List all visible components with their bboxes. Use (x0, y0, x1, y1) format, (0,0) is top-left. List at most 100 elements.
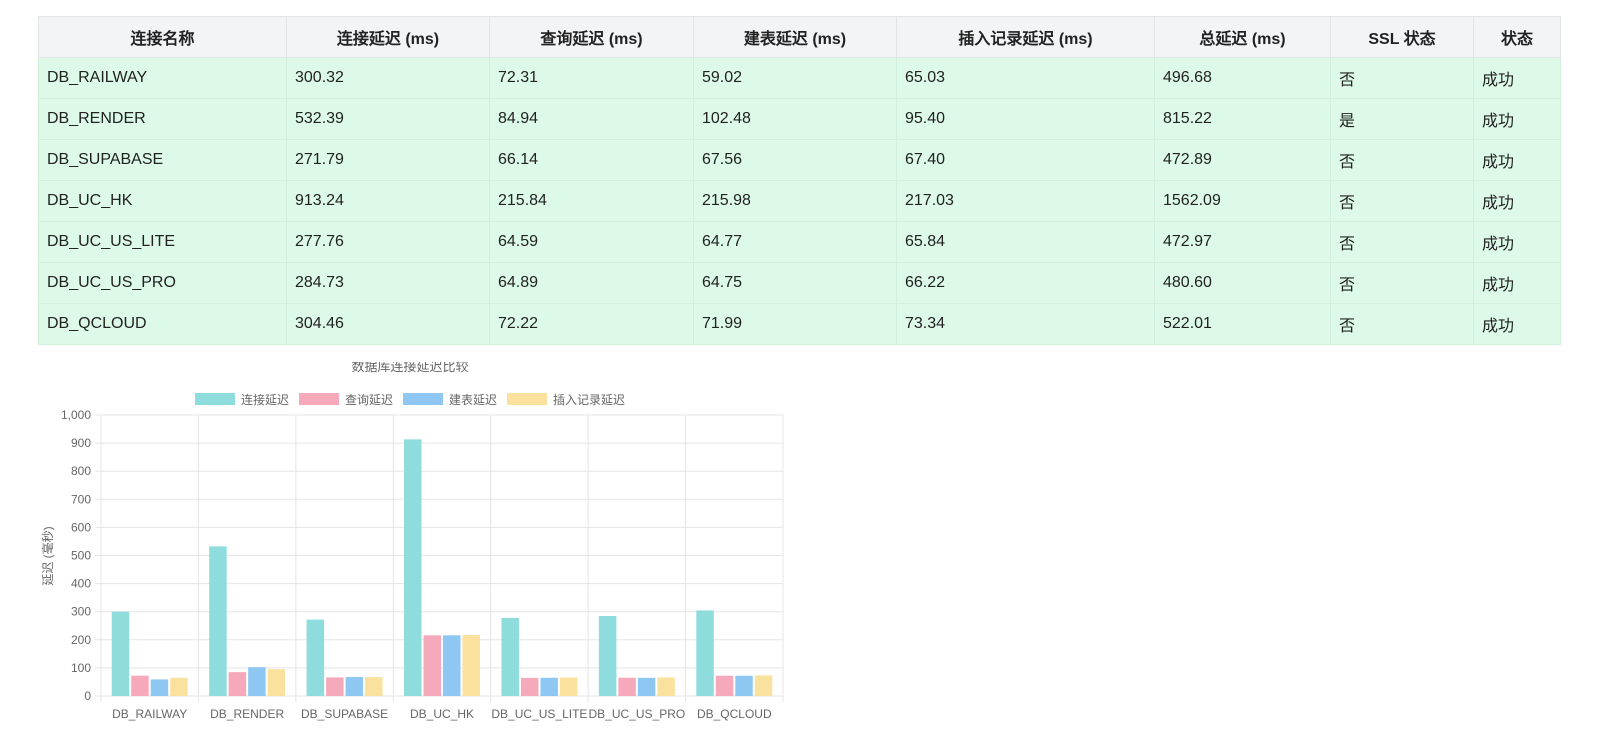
bar (423, 635, 441, 696)
bar (754, 675, 773, 696)
table-cell: 95.40 (896, 98, 1155, 140)
header-connection-name: 连接名称 (38, 16, 287, 58)
bar (228, 672, 247, 696)
table-row: DB_RAILWAY 300.32 72.31 59.02 65.03 496.68 否成功 (38, 57, 1561, 99)
table-row: DB_UC_US_LITE 277.76 64.59 64.77 65.84 472.97… (38, 221, 1561, 263)
x-tick-label: DB_UC_HK (410, 707, 474, 721)
table-cell: 480.60 (1154, 262, 1331, 304)
table-cell: 215.84 (489, 180, 694, 222)
table-cell: 472.97 (1154, 221, 1331, 263)
header-insert-latency: 插入记录延迟 (ms) (896, 16, 1155, 58)
y-tick-label: 0 (84, 689, 91, 703)
y-tick-label: 600 (71, 520, 91, 534)
table-cell: 73.34 (896, 303, 1155, 345)
table-cell: 59.02 (693, 57, 897, 99)
table-cell: 成功 (1473, 221, 1561, 263)
table-cell: 1562.09 (1154, 180, 1331, 222)
table-cell: DB_SUPABASE (38, 139, 287, 181)
legend-label: 建表延迟 (449, 393, 497, 407)
table-cell: 284.73 (286, 262, 490, 304)
header-create-table-latency: 建表延迟 (ms) (693, 16, 897, 58)
bar (248, 667, 266, 696)
table-cell: 215.98 (693, 180, 897, 222)
chart-legend: 连接延迟 查询延迟 建表延迟 插入记录延迟 (195, 392, 625, 407)
table-row: DB_UC_US_PRO 284.73 64.89 64.75 66.22 480.60 否… (38, 262, 1561, 304)
table-cell: 成功 (1473, 262, 1561, 304)
table-cell: 66.22 (896, 262, 1155, 304)
bar (306, 619, 325, 696)
table-body: DB_RAILWAY 300.32 72.31 59.02 65.03 496.68 否成功… (38, 57, 1561, 345)
bar (131, 675, 149, 696)
y-tick-label: 700 (71, 492, 91, 506)
chart-title: 数据库连接延迟比较 (351, 362, 468, 374)
latency-chart: 数据库连接延迟比较 连接延迟 查询延迟 建表延迟 插入记录延迟 0 100 200 300 4… (38, 359, 828, 752)
bar (111, 611, 130, 696)
table-cell: 532.39 (286, 98, 490, 140)
bar (735, 675, 753, 696)
x-tick-label: DB_UC_US_LITE (491, 707, 587, 721)
table-cell: 否 (1330, 303, 1474, 345)
y-tick-label: 100 (71, 661, 91, 675)
y-tick-label: 400 (71, 577, 91, 591)
bar (520, 677, 539, 696)
bar (150, 679, 169, 696)
table-cell: 64.89 (489, 262, 694, 304)
table-row: DB_SUPABASE 271.79 66.14 67.56 67.40 472.89 否成… (38, 139, 1561, 181)
table-header-row: 连接名称 连接延迟 (ms) 查询延迟 (ms) 建表延迟 (ms) 插入记录延… (38, 16, 1561, 58)
table-cell: 64.75 (693, 262, 897, 304)
bar (598, 615, 617, 696)
header-connect-latency: 连接延迟 (ms) (286, 16, 490, 58)
table-cell: 522.01 (1154, 303, 1331, 345)
latency-table: 连接名称 连接延迟 (ms) 查询延迟 (ms) 建表延迟 (ms) 插入记录延… (38, 16, 1561, 345)
bar (657, 677, 675, 696)
table-cell: 否 (1330, 221, 1474, 263)
bar (326, 677, 344, 696)
y-tick-label: 500 (71, 549, 91, 563)
x-tick-label: DB_UC_US_PRO (589, 707, 686, 721)
y-tick-label: 300 (71, 605, 91, 619)
table-row: DB_QCLOUD 304.46 72.22 71.99 73.34 522.01 否成功 (38, 303, 1561, 345)
table-cell: 否 (1330, 57, 1474, 99)
y-tick-label: 900 (71, 436, 91, 450)
table-row: DB_RENDER 532.39 84.94 102.48 95.40 815.22 是成功 (38, 98, 1561, 140)
table-cell: 84.94 (489, 98, 694, 140)
table-cell: 成功 (1473, 57, 1561, 99)
bar (170, 677, 188, 696)
bar (345, 677, 364, 696)
table-cell: 72.22 (489, 303, 694, 345)
table-cell: 913.24 (286, 180, 490, 222)
legend-swatch (195, 393, 235, 405)
legend-label: 连接延迟 (241, 392, 289, 407)
bar (637, 677, 656, 696)
table-cell: 是 (1330, 98, 1474, 140)
table-cell: 67.56 (693, 139, 897, 181)
table-cell: 72.31 (489, 57, 694, 99)
header-ssl-status: SSL 状态 (1330, 16, 1474, 58)
x-tick-label: DB_QCLOUD (697, 707, 772, 721)
table-cell: 217.03 (896, 180, 1155, 222)
y-tick-label: 800 (71, 464, 91, 478)
bar (267, 669, 286, 696)
table-cell: 71.99 (693, 303, 897, 345)
table-cell: 成功 (1473, 180, 1561, 222)
table-cell: 65.84 (896, 221, 1155, 263)
table-cell: DB_UC_US_LITE (38, 221, 287, 263)
legend-swatch (403, 393, 443, 405)
header-status: 状态 (1473, 16, 1561, 58)
bar (501, 617, 519, 696)
table-cell: 304.46 (286, 303, 490, 345)
bar (365, 677, 383, 696)
bar (462, 635, 480, 696)
bar (209, 546, 227, 696)
chart-svg: 数据库连接延迟比较 连接延迟 查询延迟 建表延迟 插入记录延迟 0 100 200 300 4… (40, 359, 784, 721)
chart-y-axis: 0 100 200 300 400 500 600 700 800 900 1,000 (61, 408, 91, 703)
x-tick-label: DB_RAILWAY (112, 707, 187, 721)
table-cell: DB_UC_US_PRO (38, 262, 287, 304)
table-cell: DB_RENDER (38, 98, 287, 140)
table-cell: 271.79 (286, 139, 490, 181)
bar (404, 439, 422, 696)
y-tick-label: 1,000 (61, 408, 91, 422)
header-total-latency: 总延迟 (ms) (1154, 16, 1331, 58)
table-cell: 67.40 (896, 139, 1155, 181)
